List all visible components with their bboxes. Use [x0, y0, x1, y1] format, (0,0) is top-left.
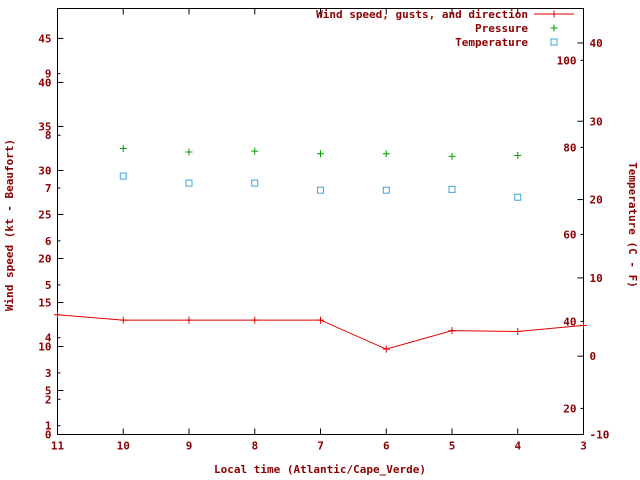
temperature-point-marker — [251, 179, 259, 187]
beaufort-tick-label: 8 — [45, 129, 52, 142]
kt-tick-label: 45 — [38, 32, 51, 45]
x-tick-label: 5 — [449, 440, 456, 453]
kt-tick-label: 40 — [38, 76, 51, 89]
temperature-series — [119, 172, 522, 201]
kt-tick-label: 20 — [38, 252, 51, 265]
fahrenheit-tick-label: 40 — [563, 315, 576, 328]
pressure-series — [119, 144, 522, 160]
x-tick-label: 6 — [383, 440, 390, 453]
wind-point-marker — [382, 345, 390, 353]
wind-point-marker — [514, 328, 522, 336]
wind-point-marker — [185, 316, 193, 324]
kt-tick-label: 35 — [38, 120, 51, 133]
legend: Wind speed, gusts, and direction Pressur… — [316, 8, 574, 49]
pressure-point-marker — [185, 148, 193, 156]
celsius-tick-label: 10 — [590, 272, 603, 285]
pressure-point-marker — [448, 152, 456, 160]
x-tick-label: 9 — [186, 440, 193, 453]
wind-point-marker — [119, 316, 127, 324]
wind-point-marker — [251, 316, 259, 324]
beaufort-tick-label: 9 — [45, 68, 52, 81]
x-tick-label: 8 — [251, 440, 258, 453]
temperature-point-marker — [317, 186, 324, 194]
x-tick-label: 7 — [317, 440, 324, 453]
celsius-tick-label: 30 — [590, 115, 603, 128]
wind-point-marker — [54, 311, 61, 319]
celsius-tick-label: -10 — [590, 429, 610, 442]
legend-label-pressure: Pressure — [475, 22, 528, 35]
kt-tick-label: 0 — [45, 429, 52, 442]
left-axis-title: Wind speed (kt - Beaufort) — [3, 139, 16, 311]
celsius-tick-label: 20 — [590, 194, 603, 207]
pressure-point-marker — [382, 150, 390, 158]
kt-tick-label: 30 — [38, 164, 51, 177]
wind-point-marker — [580, 321, 587, 329]
pressure-point-marker — [119, 144, 127, 152]
beaufort-tick-label: 4 — [45, 332, 52, 345]
legend-markers — [534, 10, 574, 46]
fahrenheit-tick-label: 20 — [563, 402, 576, 415]
temperature-point-marker — [185, 179, 193, 187]
kt-tick-label: 10 — [38, 340, 51, 353]
x-tick-label: 10 — [117, 440, 130, 453]
beaufort-tick-label: 1 — [45, 420, 52, 433]
temperature-point-marker — [119, 172, 127, 180]
kt-tick-label: 15 — [38, 296, 51, 309]
wind-point-marker — [317, 316, 324, 324]
fahrenheit-tick-label: 60 — [563, 228, 576, 241]
beaufort-tick-label: 5 — [45, 279, 52, 292]
x-tick-label: 3 — [580, 440, 587, 453]
celsius-tick-label: 0 — [590, 350, 597, 363]
temperature-point-marker — [382, 186, 390, 194]
legend-temperature-marker — [550, 38, 558, 46]
wind-point-marker — [448, 327, 456, 335]
fahrenheit-tick-label: 80 — [563, 141, 576, 154]
temperature-point-marker — [448, 185, 456, 193]
pressure-point-marker — [251, 147, 259, 155]
beaufort-tick-label: 2 — [45, 393, 52, 406]
chart-generated-layer: 11 10 9 8 7 6 5 4 3051015202530354045123456789-1… — [38, 8, 610, 453]
celsius-tick-label: 40 — [590, 37, 603, 50]
legend-pressure-marker — [550, 24, 558, 32]
x-tick-label: 11 — [51, 440, 65, 453]
fahrenheit-tick-label: 100 — [557, 54, 577, 67]
wind-series — [54, 311, 587, 353]
beaufort-tick-label: 6 — [45, 235, 52, 248]
legend-label-temperature: Temperature — [455, 36, 528, 49]
plot-border — [57, 8, 584, 435]
kt-tick-label: 25 — [38, 208, 51, 221]
legend-wind-marker — [550, 10, 558, 18]
beaufort-tick-label: 3 — [45, 367, 52, 380]
x-axis-title: Local time (Atlantic/Cape_Verde) — [214, 463, 426, 476]
x-tick-label: 4 — [514, 440, 521, 453]
temperature-point-marker — [514, 193, 522, 201]
pressure-point-marker — [317, 150, 324, 158]
right-axis-title: Temperature (C - F) — [626, 162, 639, 288]
beaufort-tick-label: 7 — [45, 182, 52, 195]
legend-label-wind: Wind speed, gusts, and direction — [316, 8, 528, 21]
kt-tick-label: 5 — [45, 384, 52, 397]
pressure-point-marker — [514, 151, 522, 159]
